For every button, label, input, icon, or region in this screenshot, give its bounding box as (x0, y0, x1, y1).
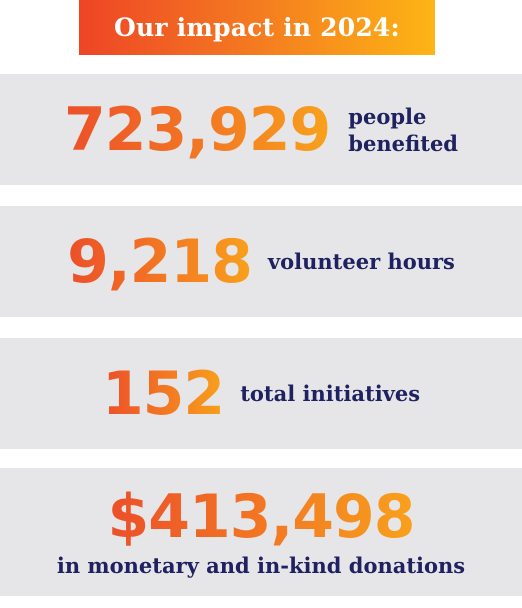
stat-panel-total-initiatives: 152 total initiatives (0, 338, 522, 449)
page-title: Our impact in 2024: (114, 13, 400, 42)
stat-label-line-2: benefited (348, 130, 458, 156)
stat-panel-donations: $413,498 in monetary and in-kind donatio… (0, 468, 522, 596)
stat-value-total-initiatives: 152 (101, 358, 225, 429)
stat-value-people-benefited: 723,929 (64, 94, 331, 165)
stat-value-volunteer-hours: 9,218 (67, 226, 253, 297)
stat-label-donations: in monetary and in-kind donations (56, 552, 466, 578)
stat-label-people-benefited: people benefited (348, 103, 458, 157)
stat-panel-volunteer-hours: 9,218 volunteer hours (0, 206, 522, 317)
stat-value-donations: $413,498 (107, 481, 415, 552)
stat-label-total-initiatives: total initiatives (240, 381, 421, 406)
stat-label-volunteer-hours: volunteer hours (267, 249, 455, 274)
stat-panel-people-benefited: 723,929 people benefited (0, 74, 522, 185)
title-banner: Our impact in 2024: (79, 0, 435, 55)
stat-label-line-1: people (348, 103, 427, 129)
